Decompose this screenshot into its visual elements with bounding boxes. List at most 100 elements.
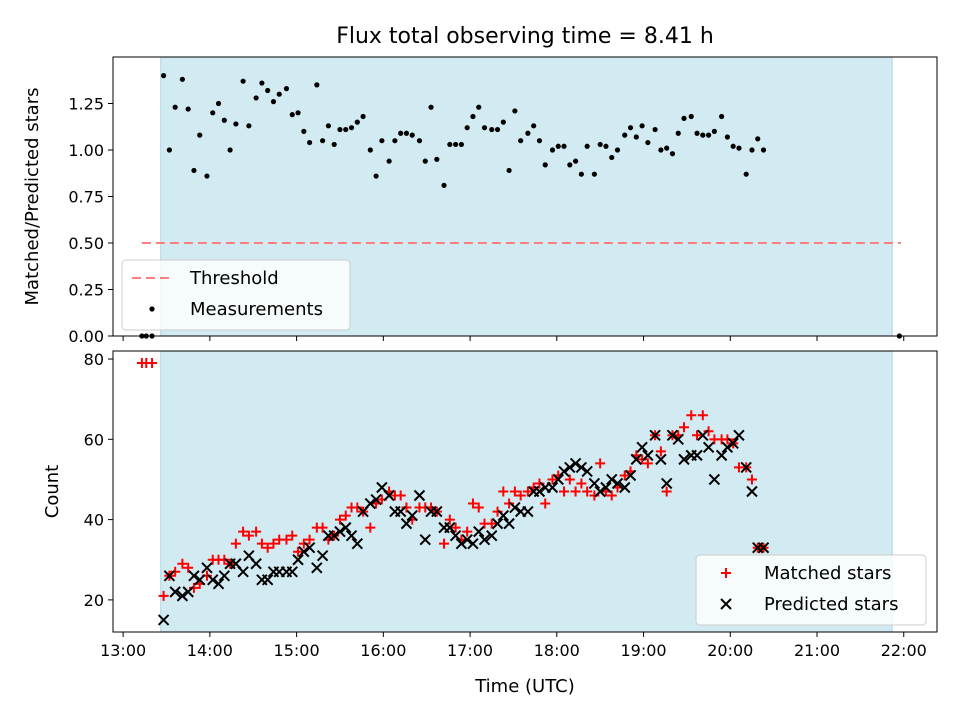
measurement-point (578, 171, 584, 177)
measurement-point (227, 147, 233, 153)
predicted-point (708, 473, 721, 486)
measurement-point (434, 156, 440, 162)
predicted-point (672, 433, 684, 446)
x-tick-label: 22:00 (881, 641, 927, 660)
matched-point (450, 522, 461, 533)
measurement-point (633, 134, 639, 140)
predicted-point (497, 509, 510, 522)
matched-point (334, 514, 345, 525)
measurement-point (669, 151, 676, 157)
y-tick-label: 0.25 (68, 281, 104, 300)
matched-point (515, 490, 526, 501)
predicted-point (400, 517, 413, 530)
measurement-point (197, 132, 203, 138)
measurement-point (307, 139, 313, 146)
legend-label: Threshold (189, 268, 279, 289)
y-tick-label: 0.75 (68, 188, 104, 207)
matched-point (352, 502, 363, 513)
predicted-point (237, 566, 249, 578)
matched-point (170, 566, 181, 577)
matched-point (395, 490, 406, 501)
measurement-point (416, 138, 423, 144)
y-tick-label: 0.50 (68, 234, 104, 253)
matched-point (401, 502, 412, 513)
measurement-point (694, 130, 700, 136)
predicted-point (600, 481, 612, 494)
predicted-point (303, 541, 316, 554)
predicted-point (588, 477, 601, 490)
measurement-point (441, 182, 447, 188)
measurement-point (749, 147, 755, 153)
x-axis-label: Time (UTC) (474, 676, 575, 697)
predicted-point (370, 493, 382, 506)
matched-point (287, 530, 298, 541)
matched-point (304, 534, 315, 545)
predicted-point (176, 590, 189, 602)
predicted-point (757, 541, 770, 554)
predicted-point (660, 477, 673, 490)
predicted-point (594, 485, 606, 498)
measurement-point (700, 132, 706, 138)
legend-label: Predicted stars (764, 594, 898, 615)
predicted-point (630, 453, 643, 466)
predicted-point (157, 614, 170, 626)
measurement-point (555, 143, 561, 149)
x-tick-label: 19:00 (620, 641, 666, 660)
measurement-point (240, 78, 246, 84)
matched-point (293, 546, 304, 557)
predicted-point (491, 517, 504, 530)
measurement-point (512, 108, 518, 114)
matched-point (722, 434, 733, 445)
measurement-point (603, 143, 609, 149)
measurement-point (470, 113, 476, 120)
legend-label: Measurements (190, 299, 323, 320)
y-tick-label: 20 (84, 591, 104, 610)
measurement-point (743, 171, 749, 177)
measurement-point (403, 130, 410, 136)
measurement-point (500, 119, 506, 125)
measurement-point (755, 136, 761, 142)
measurement-point (210, 110, 216, 116)
measurement-point (736, 145, 742, 151)
x-tick-label: 18:00 (534, 641, 580, 660)
predicted-point (666, 429, 679, 442)
predicted-point (691, 449, 703, 462)
predicted-point (413, 489, 426, 502)
predicted-point (486, 529, 498, 542)
predicted-point (564, 461, 576, 474)
measurement-point (447, 141, 453, 148)
predicted-point (250, 558, 262, 570)
top-panel: 0.00 0.25 0.50 0.75 1.00 1.25 Matched/Predicte… (22, 56, 938, 346)
matched-point (522, 486, 533, 497)
predicted-point (218, 570, 231, 582)
measurement-point (270, 99, 277, 105)
predicted-point (624, 469, 637, 482)
measurement-point (289, 112, 295, 118)
x-tick-label: 14:00 (187, 641, 233, 660)
matched-point (340, 510, 351, 521)
measurement-point (314, 82, 320, 88)
measurement-point (172, 104, 178, 110)
measurement-point (536, 138, 543, 144)
measurement-point (584, 143, 590, 149)
predicted-point (702, 441, 715, 454)
measurement-point (301, 128, 307, 134)
measurement-point (645, 139, 651, 146)
predicted-point (509, 501, 521, 514)
measurement-point (422, 158, 428, 164)
matched-point (147, 358, 158, 369)
matched-point (462, 526, 473, 537)
legend-label: Matched stars (764, 563, 891, 584)
predicted-point (188, 570, 200, 582)
measurement-point (525, 130, 531, 136)
predicted-point (721, 441, 734, 454)
legend: Threshold Measurements (121, 259, 351, 331)
matched-point (655, 446, 666, 457)
matched-point (298, 538, 309, 549)
predicted-point (431, 505, 443, 518)
predicted-point (740, 461, 752, 474)
y-axis-label: Matched/Predicted stars (22, 88, 43, 306)
measurement-point (343, 126, 349, 133)
measurement-point (276, 91, 282, 97)
measurement-point (531, 123, 537, 129)
